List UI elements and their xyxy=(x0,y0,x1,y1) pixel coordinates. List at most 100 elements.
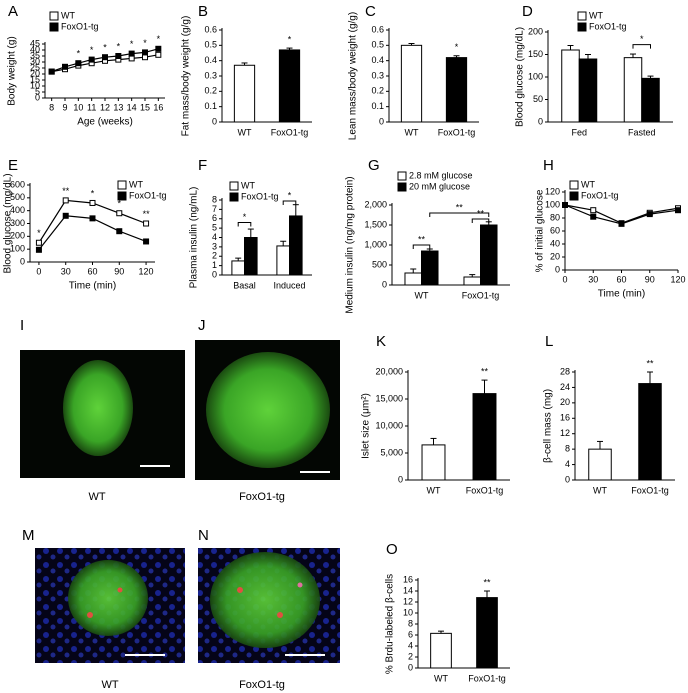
y-tick-label: 0.4 xyxy=(371,55,384,65)
significance: ** xyxy=(481,366,489,376)
micrograph-i: I WT xyxy=(20,317,185,503)
legend-label: FoxO1-tg xyxy=(581,190,619,200)
significance: * xyxy=(243,212,247,222)
y-tick-label: 2 xyxy=(408,651,413,661)
bar xyxy=(588,448,612,481)
panel-letter: H xyxy=(543,157,554,174)
bar xyxy=(623,57,643,123)
bar xyxy=(244,237,258,276)
y-tick-label: 10 xyxy=(403,607,413,617)
y-tick-label: 0 xyxy=(408,662,413,672)
point xyxy=(62,212,69,219)
point xyxy=(35,239,42,246)
y-tick-label: 2 xyxy=(212,251,217,261)
y-tick-label: 5,000 xyxy=(380,447,403,457)
x-tick-label: WT xyxy=(238,127,252,137)
panel-letter: D xyxy=(522,3,533,20)
bar xyxy=(430,632,452,669)
point xyxy=(646,211,653,218)
legend-label: WT xyxy=(589,10,603,20)
point xyxy=(143,220,150,227)
legend-swatch xyxy=(229,181,239,191)
significance: * xyxy=(455,42,459,52)
bar xyxy=(476,597,498,669)
x-tick-label: 16 xyxy=(153,102,163,112)
point xyxy=(562,202,568,208)
legend-swatch xyxy=(569,180,579,190)
y-tick-label: 100 xyxy=(528,71,543,81)
y-tick-label: 0 xyxy=(382,279,387,289)
x-tick-label: 0 xyxy=(562,274,567,284)
legend-label: 2.8 mM glucose xyxy=(409,170,473,180)
legend-swatch xyxy=(117,191,127,201)
point xyxy=(142,49,148,56)
x-tick-label: 12 xyxy=(100,102,110,112)
caption: FoxO1-tg xyxy=(239,679,285,691)
x-tick-label: 9 xyxy=(62,102,67,112)
y-tick-label: 100 xyxy=(545,199,560,209)
significance: ** xyxy=(646,358,654,368)
point xyxy=(115,53,122,59)
x-tick-label: Fed xyxy=(571,127,587,137)
caption: FoxO1-tg xyxy=(239,491,285,503)
y-tick-label: 6 xyxy=(408,629,413,639)
x-tick-label: FoxO1-tg xyxy=(468,673,506,683)
y-tick-label: 30 xyxy=(30,56,40,66)
y-tick-label: 20 xyxy=(560,397,570,407)
y-tick-label: 45 xyxy=(30,38,40,48)
y-tick-label: 0.2 xyxy=(204,86,217,96)
panel-letter: C xyxy=(365,3,376,20)
significance: * xyxy=(288,34,292,44)
point xyxy=(62,197,69,204)
bar xyxy=(276,245,290,276)
y-tick-label: 20,000 xyxy=(375,366,403,376)
significance: * xyxy=(130,39,134,49)
point xyxy=(143,238,150,245)
y-tick-label: 0.1 xyxy=(204,101,217,111)
significance: * xyxy=(90,45,94,55)
y-tick-label: 1,500 xyxy=(364,219,387,229)
y-tick-label: 15,000 xyxy=(375,393,403,403)
y-tick-label: 0.4 xyxy=(204,55,217,65)
bar xyxy=(421,444,446,481)
y-tick-label: 500 xyxy=(10,192,25,202)
y-tick-label: 15 xyxy=(30,74,40,84)
y-tick-label: 7 xyxy=(212,204,217,214)
y-tick-label: 0 xyxy=(565,474,570,484)
legend-label: FoxO1-tg xyxy=(129,190,167,200)
y-tick-label: 8 xyxy=(565,444,570,454)
x-tick-label: Fasted xyxy=(628,127,656,137)
panel-letter: J xyxy=(198,317,206,334)
y-tick-label: 5 xyxy=(212,223,217,233)
y-tick-label: 300 xyxy=(10,218,25,228)
y-tick-label: 12 xyxy=(403,596,413,606)
y-tick-label: 6 xyxy=(212,213,217,223)
point xyxy=(675,207,681,214)
point xyxy=(35,246,42,253)
y-tick-label: 1 xyxy=(212,260,217,270)
legend-label: WT xyxy=(241,180,255,190)
x-tick-label: FoxO1-tg xyxy=(271,127,309,137)
x-tick-label: 0 xyxy=(36,266,41,276)
bracket xyxy=(471,218,490,223)
y-tick-label: 0 xyxy=(212,116,217,126)
x-tick-label: WT xyxy=(405,127,419,137)
x-tick-label: FoxO1-tg xyxy=(631,485,669,495)
y-axis-label: Blood glucose (mg/dL) xyxy=(3,173,14,273)
bar xyxy=(404,272,423,286)
y-tick-label: 0.6 xyxy=(204,24,217,34)
bar xyxy=(278,49,301,123)
x-tick-label: Induced xyxy=(273,280,305,290)
y-tick-label: 500 xyxy=(372,259,387,269)
significance: ** xyxy=(62,186,70,196)
caption: WT xyxy=(101,679,118,691)
y-tick-label: 4 xyxy=(408,640,413,650)
x-tick-label: FoxO1-tg xyxy=(462,290,500,300)
panel-letter: K xyxy=(376,333,386,350)
legend-label: WT xyxy=(581,179,595,189)
significance: * xyxy=(143,38,147,48)
point xyxy=(590,207,597,214)
x-tick-label: 90 xyxy=(645,274,655,284)
panel-letter: M xyxy=(22,527,35,544)
